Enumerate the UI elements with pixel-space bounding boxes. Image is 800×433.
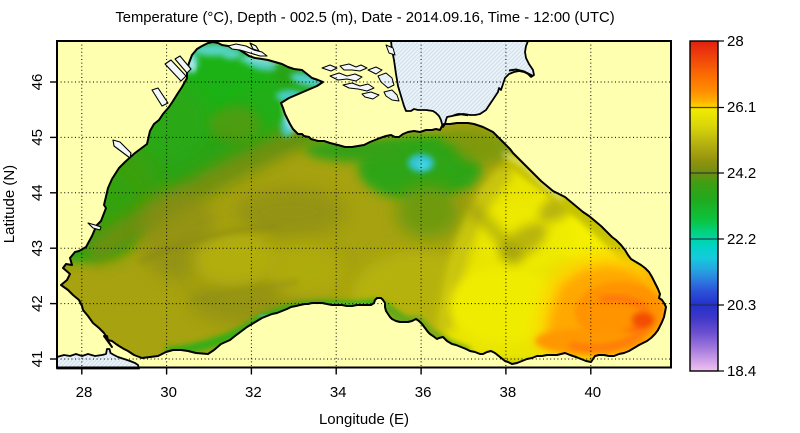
svg-text:Longitude (E): Longitude (E) xyxy=(319,411,409,428)
svg-text:45: 45 xyxy=(29,129,46,146)
svg-text:36: 36 xyxy=(415,384,432,401)
svg-text:20.3: 20.3 xyxy=(727,297,756,314)
svg-text:26.1: 26.1 xyxy=(727,99,756,116)
svg-text:28: 28 xyxy=(727,33,744,50)
svg-text:Temperature (°C), Depth - 002.: Temperature (°C), Depth - 002.5 (m), Dat… xyxy=(115,10,614,26)
svg-text:32: 32 xyxy=(245,384,262,401)
svg-text:22.2: 22.2 xyxy=(727,231,756,248)
svg-text:43: 43 xyxy=(29,240,46,257)
svg-text:41: 41 xyxy=(29,351,46,368)
svg-text:42: 42 xyxy=(29,295,46,312)
svg-text:30: 30 xyxy=(160,384,177,401)
svg-text:24.2: 24.2 xyxy=(727,165,756,182)
svg-text:28: 28 xyxy=(76,384,93,401)
svg-text:46: 46 xyxy=(29,74,46,91)
svg-text:38: 38 xyxy=(500,384,517,401)
svg-text:Latitude (N): Latitude (N) xyxy=(1,165,18,243)
svg-text:18.4: 18.4 xyxy=(727,363,756,380)
svg-text:44: 44 xyxy=(29,184,46,201)
svg-text:40: 40 xyxy=(584,384,601,401)
svg-text:34: 34 xyxy=(330,384,347,401)
